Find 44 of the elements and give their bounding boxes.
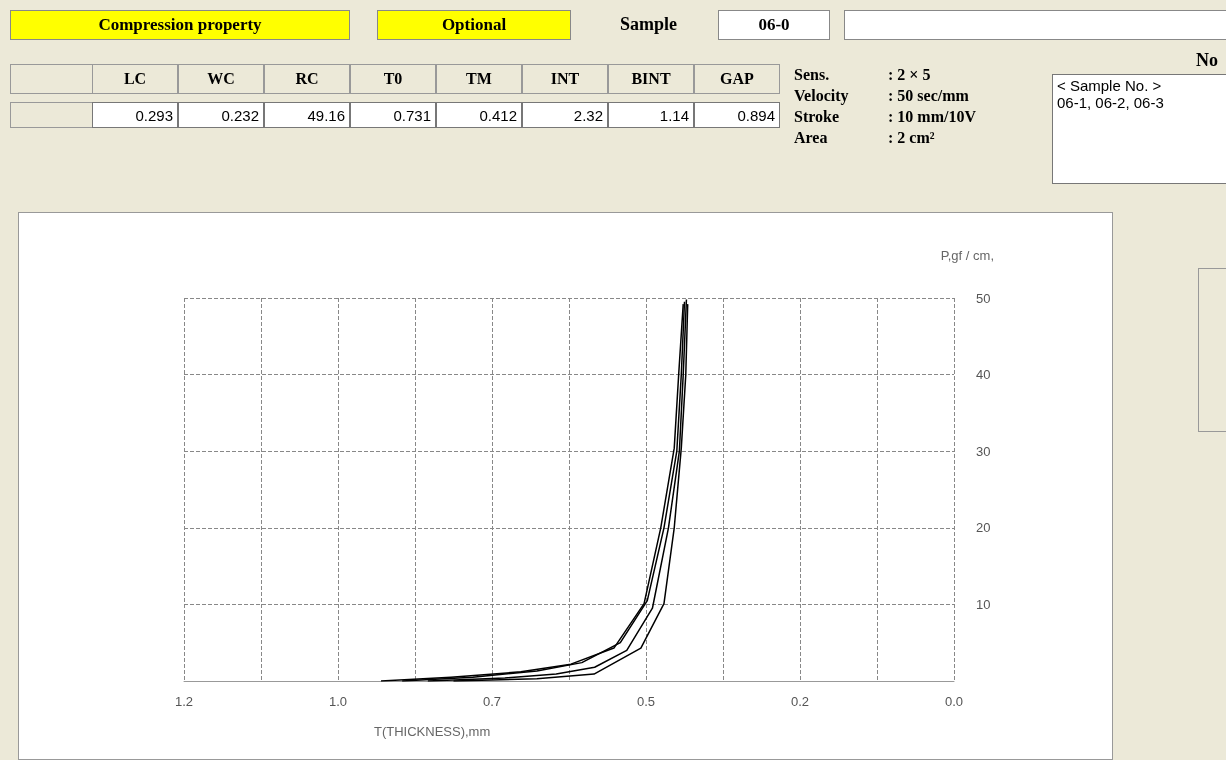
text: Stroke bbox=[794, 108, 840, 126]
text: TM bbox=[436, 64, 522, 94]
y-tick-label: 20 bbox=[976, 520, 991, 536]
text: 1.14 bbox=[608, 102, 694, 128]
text: No bbox=[1196, 50, 1218, 71]
text: WC bbox=[178, 64, 264, 94]
text: : 10 mm/10V bbox=[888, 108, 976, 126]
text: : 2 cm² bbox=[888, 129, 935, 147]
text: : 2 × 5 bbox=[888, 66, 931, 84]
x-tick-label: 0.7 bbox=[482, 694, 502, 709]
text: Area bbox=[794, 129, 828, 147]
text: 0.894 bbox=[694, 102, 780, 128]
text: GAP bbox=[694, 64, 780, 94]
y-axis-title: P,gf / cm, bbox=[940, 248, 994, 263]
x-tick-label: 0.2 bbox=[790, 694, 810, 709]
text: 0.412 bbox=[436, 102, 522, 128]
text: RC bbox=[264, 64, 350, 94]
x-tick-label: 0.5 bbox=[636, 694, 656, 709]
text: 06-0 bbox=[718, 10, 830, 40]
x-tick-label: 1.0 bbox=[328, 694, 348, 709]
text: 0.232 bbox=[178, 102, 264, 128]
y-tick-label: 50 bbox=[976, 290, 991, 306]
x-axis-title: T(THICKNESS),mm bbox=[374, 724, 491, 739]
text: 49.16 bbox=[264, 102, 350, 128]
x-tick-label: 1.2 bbox=[174, 694, 194, 709]
text: Sample bbox=[620, 14, 678, 35]
text: 06-1, 06-2, 06-3 bbox=[1057, 94, 1165, 111]
text: 2.32 bbox=[522, 102, 608, 128]
text: Compression property bbox=[10, 10, 350, 40]
text: : 50 sec/mm bbox=[888, 87, 969, 105]
text: T0 bbox=[350, 64, 436, 94]
y-tick-label: 30 bbox=[976, 443, 991, 459]
y-tick-label: 10 bbox=[976, 596, 991, 612]
text: INT bbox=[522, 64, 608, 94]
text: < Sample No. > bbox=[1057, 77, 1163, 94]
y-tick-label: 40 bbox=[976, 367, 991, 383]
text: LC bbox=[92, 64, 178, 94]
text: 0.731 bbox=[350, 102, 436, 128]
text: Sens. bbox=[794, 66, 830, 84]
text: 0.293 bbox=[92, 102, 178, 128]
text: Optional bbox=[377, 10, 571, 40]
text: Velocity bbox=[794, 87, 849, 105]
x-tick-label: 0.0 bbox=[944, 694, 964, 709]
text: BINT bbox=[608, 64, 694, 94]
